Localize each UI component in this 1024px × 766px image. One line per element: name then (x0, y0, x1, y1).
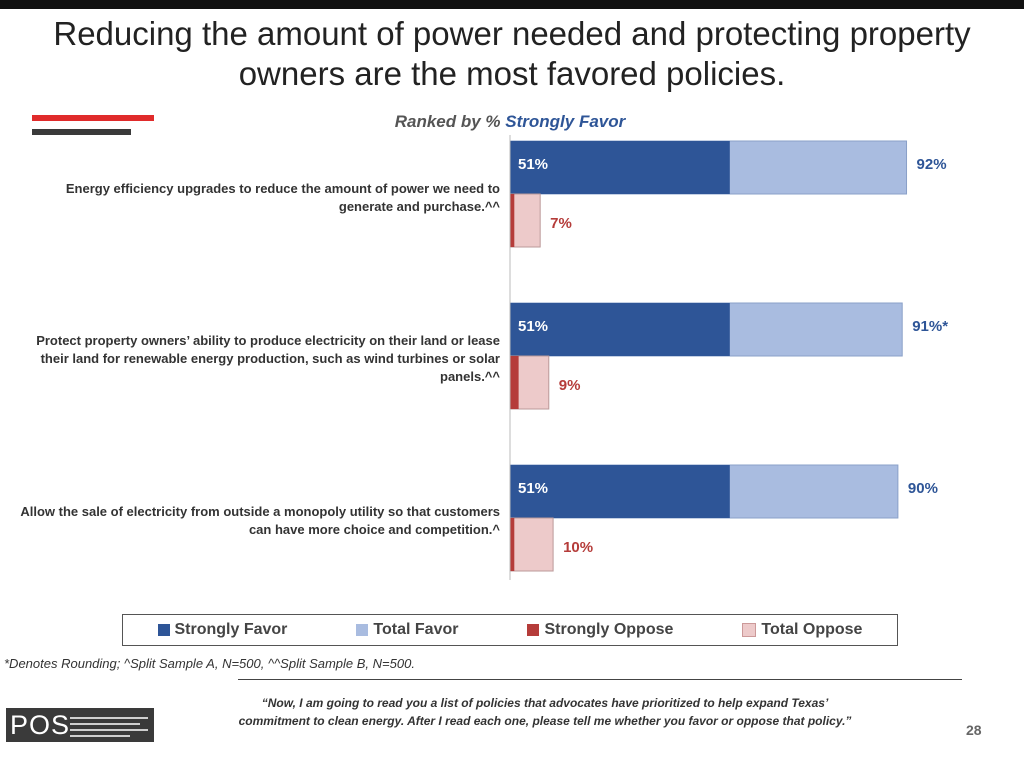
label-strongly-favor: 51% (518, 156, 548, 173)
subtitle-prefix: Ranked by % (394, 112, 506, 131)
chart-subtitle: Ranked by % Strongly Favor (300, 112, 720, 132)
label-total-oppose: 7% (550, 215, 572, 232)
legend-label-total-favor: Total Favor (373, 621, 459, 638)
bar-strongly-oppose (510, 518, 515, 571)
bar-strongly-favor (510, 303, 730, 356)
legend-label-total-oppose: Total Oppose (761, 621, 863, 638)
divider (238, 679, 962, 680)
legend-item-total-oppose: Total Oppose (742, 621, 862, 639)
quote-line-2: commitment to clean energy. After I read… (238, 714, 852, 728)
bar-total-oppose (509, 517, 554, 572)
label-strongly-favor: 51% (518, 480, 548, 497)
label-total-oppose: 10% (563, 539, 593, 556)
bar-strongly-favor (510, 465, 730, 518)
subtitle-highlight: Strongly Favor (505, 112, 626, 131)
legend-swatch-strongly-oppose (527, 624, 540, 636)
category-label: Energy efficiency upgrades to reduce the… (65, 181, 500, 214)
chart-legend: Strongly Favor Total Favor Strongly Oppo… (122, 614, 898, 646)
quote-line-1: “Now, I am going to read you a list of p… (261, 696, 829, 710)
category-label: Protect property owners’ ability to prod… (36, 333, 500, 384)
legend-swatch-strongly-favor (157, 624, 170, 636)
pos-logo: POS (6, 708, 154, 742)
accent-line-dark (32, 129, 131, 135)
bar-strongly-favor (510, 141, 730, 194)
legend-label-strongly-favor: Strongly Favor (174, 621, 288, 638)
legend-item-strongly-oppose: Strongly Oppose (527, 621, 673, 639)
label-total-oppose: 9% (559, 377, 581, 394)
category-label: Allow the sale of electricity from outsi… (20, 504, 500, 537)
label-total-favor: 90% (908, 480, 938, 497)
page-number: 28 (966, 722, 982, 738)
legend-swatch-total-favor (356, 624, 369, 636)
label-total-favor: 91%* (912, 318, 948, 335)
logo-text: POS (10, 710, 71, 740)
legend-label-strongly-oppose: Strongly Oppose (544, 621, 674, 638)
page-title: Reducing the amount of power needed and … (53, 15, 971, 92)
accent-line-red (32, 115, 154, 121)
bar-chart: 51% 92% 7% 51% 91%* 9% 51% 90% 10% (509, 135, 948, 580)
question-quote: “Now, I am going to read you a list of p… (190, 694, 900, 730)
label-strongly-favor: 51% (518, 318, 548, 335)
label-total-favor: 92% (917, 156, 947, 173)
bar-strongly-oppose (510, 356, 519, 409)
legend-swatch-total-oppose (742, 623, 757, 637)
bar-strongly-oppose (510, 194, 515, 247)
footnote: *Denotes Rounding; ^Split Sample A, N=50… (4, 656, 415, 671)
top-bar (0, 0, 1024, 9)
bar-total-oppose (509, 193, 541, 248)
legend-item-total-favor: Total Favor (356, 621, 458, 639)
legend-item-strongly-favor: Strongly Favor (157, 621, 288, 639)
